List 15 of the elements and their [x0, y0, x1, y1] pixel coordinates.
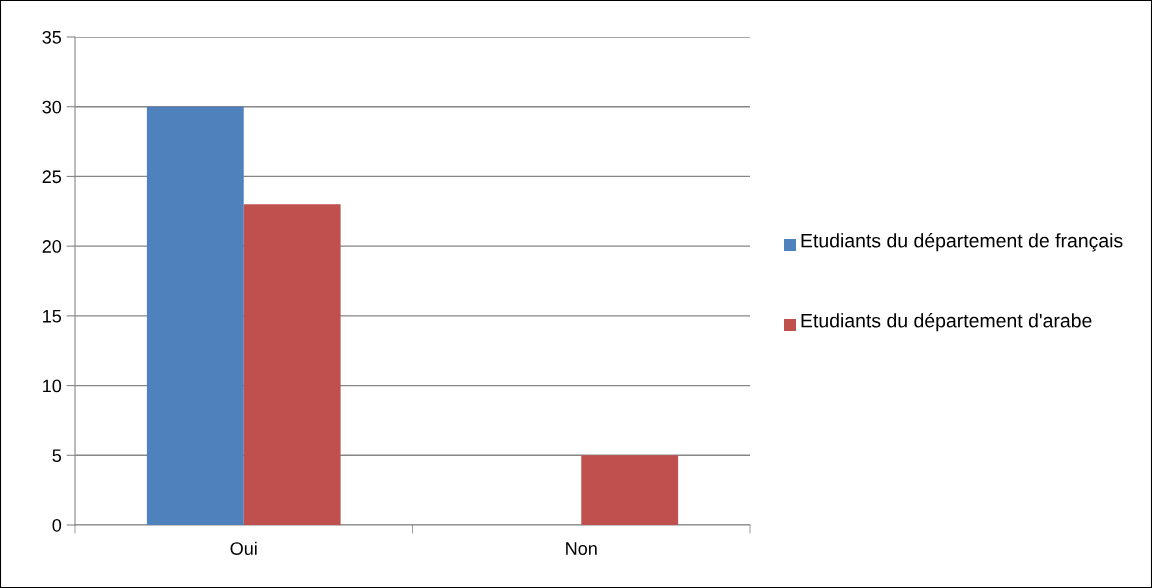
bar [581, 455, 679, 525]
legend-label: Etudiants du département de français [801, 233, 1123, 252]
x-tick-label: Non [566, 542, 597, 555]
bar [243, 204, 341, 525]
y-tick-label: 5 [52, 449, 62, 463]
bar [146, 106, 244, 525]
y-tick-label: 25 [42, 170, 62, 184]
y-tick-label: 20 [42, 240, 62, 253]
legend-label: Etudiants du département d'arabe [801, 313, 1092, 332]
y-tick-label: 30 [42, 100, 62, 114]
y-tick-label: 10 [43, 379, 62, 393]
x-tick-label: Oui [230, 541, 257, 555]
y-tick-label: 0 [52, 518, 62, 532]
y-tick-label: 15 [43, 309, 62, 323]
y-tick-label: 35 [42, 30, 62, 44]
